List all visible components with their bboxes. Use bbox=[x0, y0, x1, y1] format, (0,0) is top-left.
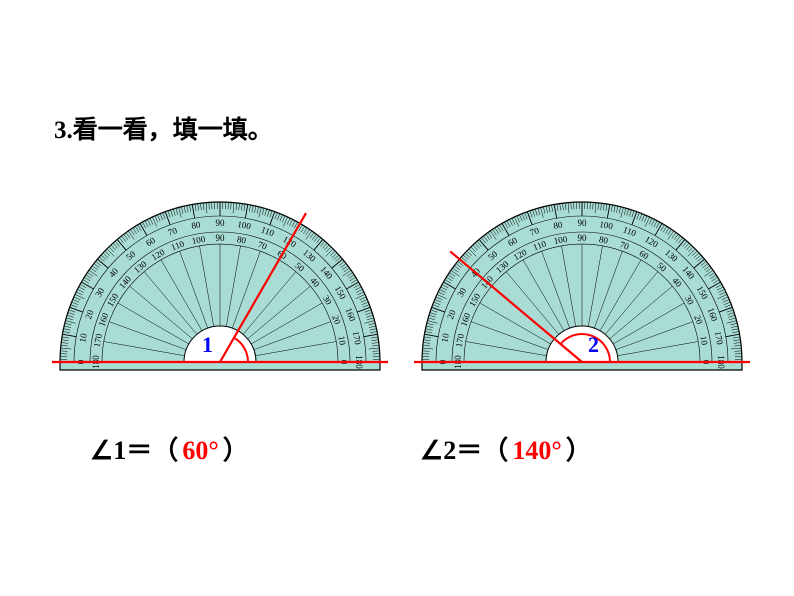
svg-text:90: 90 bbox=[578, 233, 588, 243]
svg-text:90: 90 bbox=[216, 233, 226, 243]
answer-1-value: 60° bbox=[182, 436, 218, 466]
svg-text:1: 1 bbox=[202, 332, 213, 357]
answer-1-suffix: ） bbox=[223, 430, 249, 467]
svg-text:90: 90 bbox=[216, 218, 226, 228]
answer-1-prefix: ∠1＝（ bbox=[90, 430, 178, 467]
protractor-row: 0180101702016030150401405013060120701108… bbox=[50, 190, 752, 375]
protractor-1: 0180101702016030150401405013060120701108… bbox=[50, 190, 390, 375]
question-number: 3. bbox=[54, 117, 73, 144]
question-body: 看一看，填一填。 bbox=[73, 117, 273, 144]
answer-2-suffix: ） bbox=[566, 430, 592, 467]
answer-2-value: 140° bbox=[512, 436, 561, 466]
svg-text:2: 2 bbox=[588, 332, 599, 357]
answer-2: ∠2＝（ 140° ） bbox=[420, 430, 592, 467]
protractor-2: 0180101702016030150401405013060120701108… bbox=[412, 190, 752, 375]
answer-1: ∠1＝（ 60° ） bbox=[90, 430, 249, 467]
svg-text:90: 90 bbox=[578, 218, 588, 228]
answer-2-prefix: ∠2＝（ bbox=[420, 430, 508, 467]
question-text: 3.看一看，填一填。 bbox=[54, 110, 273, 146]
